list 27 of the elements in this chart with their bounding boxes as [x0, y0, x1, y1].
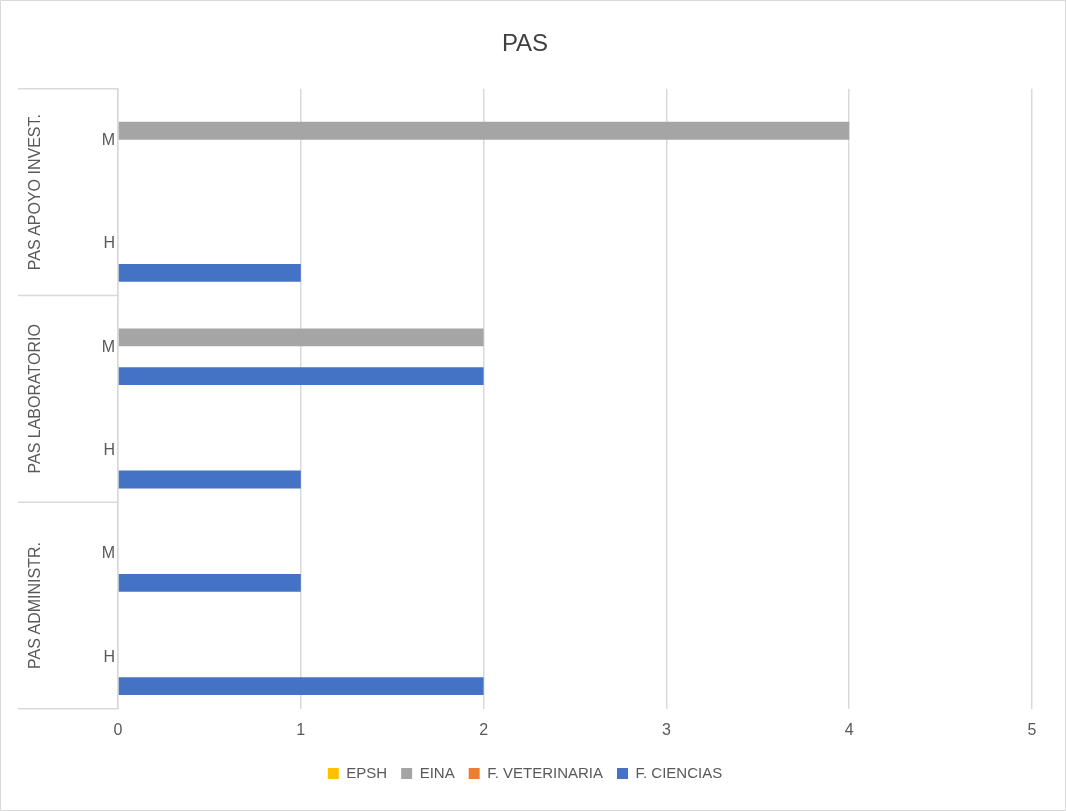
- x-tick-label: 1: [296, 720, 306, 738]
- legend-label: F. VETERINARIA: [487, 763, 604, 781]
- text: PAS APOYO INVEST.: [26, 114, 44, 271]
- x-tick-label: 4: [844, 720, 854, 738]
- bar: [118, 677, 484, 696]
- bar: [118, 573, 301, 592]
- text: PAS LABORATORIO: [26, 324, 44, 474]
- bar: [118, 367, 484, 386]
- x-tick-label: 3: [661, 720, 671, 738]
- bar: [118, 263, 301, 282]
- chart-title: PAS: [501, 29, 549, 57]
- y-tick-label: H: [103, 234, 115, 252]
- y-tick-label: M: [101, 337, 115, 355]
- bar: [118, 328, 484, 347]
- legend-label: F. CIENCIAS: [635, 763, 723, 781]
- x-tick-label: 5: [1027, 720, 1037, 738]
- x-tick-label: 2: [479, 720, 489, 738]
- y-tick-label: H: [103, 647, 115, 665]
- legend-label: EPSH: [346, 763, 388, 781]
- y-tick-label: M: [101, 544, 115, 562]
- y-tick-label: M: [101, 130, 115, 148]
- bar: [118, 121, 850, 140]
- legend-label: EINA: [419, 763, 455, 781]
- bar: [118, 470, 301, 489]
- x-tick-label: 0: [113, 720, 123, 738]
- text: PAS ADMINISTR.: [26, 542, 44, 669]
- y-tick-label: H: [103, 440, 115, 458]
